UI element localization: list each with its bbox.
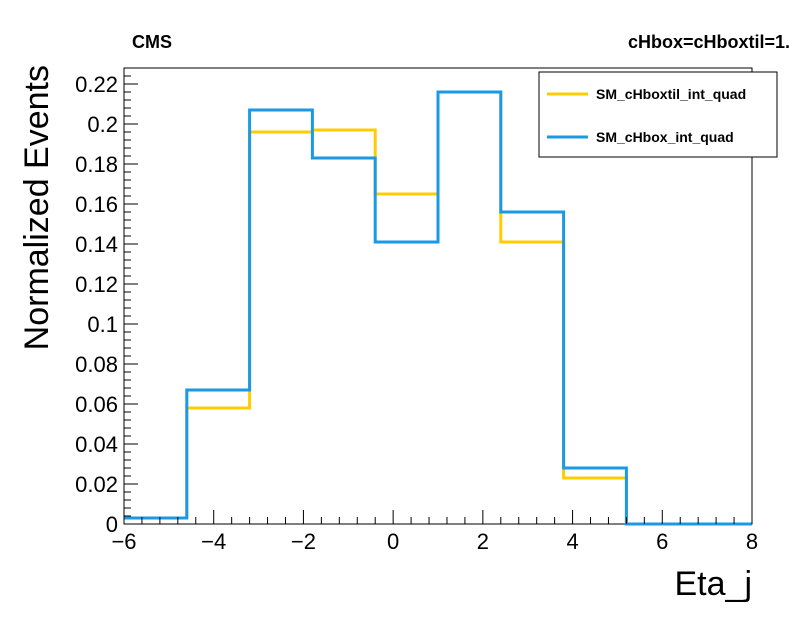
y-tick-label: 0.18 <box>75 152 118 177</box>
x-tick-label: 0 <box>387 529 399 554</box>
experiment-label: CMS <box>132 32 172 52</box>
legend-label-1: SM_cHbox_int_quad <box>596 129 734 145</box>
y-axis-label: Normalized Events <box>18 65 56 350</box>
x-tick-label: −6 <box>111 529 136 554</box>
x-tick-label: −4 <box>201 529 226 554</box>
legend-box <box>538 71 778 158</box>
y-tick-label: 0 <box>106 512 118 537</box>
series-line-1 <box>124 90 752 526</box>
legend-label-0: SM_cHboxtil_int_quad <box>596 86 746 102</box>
y-tick-label: 0.06 <box>75 392 118 417</box>
y-tick-label: 0.2 <box>87 112 118 137</box>
x-tick-label: −2 <box>291 529 316 554</box>
y-tick-label: 0.02 <box>75 472 118 497</box>
y-tick-label: 0.12 <box>75 272 118 297</box>
plot-frame <box>123 67 753 525</box>
x-tick-label: 8 <box>746 529 758 554</box>
x-tick-label: 4 <box>566 529 578 554</box>
y-tick-label: 0.22 <box>75 72 118 97</box>
y-tick-label: 0.04 <box>75 432 118 457</box>
x-tick-label: 6 <box>656 529 668 554</box>
x-tick-label: 2 <box>477 529 489 554</box>
y-tick-label: 0.16 <box>75 192 118 217</box>
legend: SM_cHboxtil_int_quad SM_cHbox_int_quad <box>538 71 778 158</box>
x-axis-label: Eta_j <box>675 565 753 603</box>
y-tick-label: 0.08 <box>75 352 118 377</box>
y-tick-label: 0.1 <box>87 312 118 337</box>
y-tick-label: 0.14 <box>75 232 118 257</box>
operator-label: cHbox=cHboxtil=1. <box>628 32 790 52</box>
